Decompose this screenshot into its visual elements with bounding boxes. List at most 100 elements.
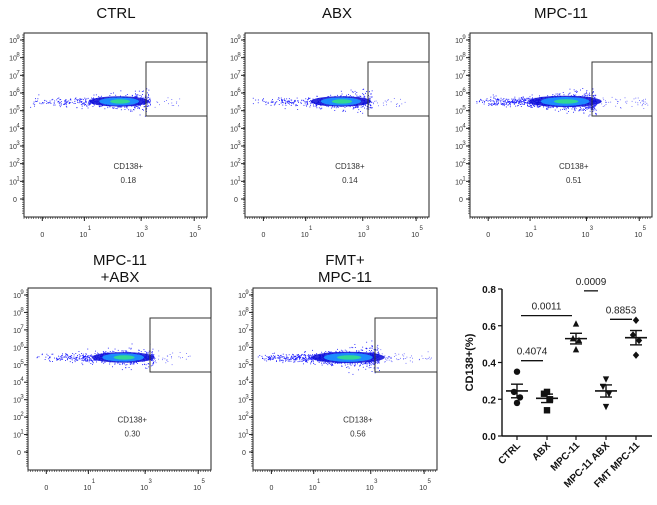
event-dot: [362, 366, 364, 368]
event-dot: [385, 358, 387, 360]
event-dot: [521, 103, 523, 105]
event-dot: [70, 357, 72, 359]
y-tick-exponent: 5: [16, 106, 20, 112]
event-dot: [48, 102, 50, 104]
event-dot: [312, 354, 314, 356]
event-dot: [281, 359, 283, 361]
event-dot: [373, 367, 375, 369]
y-tick-label: 10: [238, 415, 246, 422]
event-dot: [90, 103, 91, 105]
event-dot: [483, 103, 485, 105]
event-dot: [267, 357, 269, 359]
y-tick-exponent: 3: [462, 141, 466, 147]
event-dot: [103, 352, 105, 354]
event-dot: [124, 363, 125, 365]
y-tick-label: 10: [230, 73, 238, 80]
y-tick-label: 10: [230, 144, 238, 151]
event-dot: [74, 98, 76, 99]
event-dot: [152, 348, 154, 350]
event-dot: [60, 358, 62, 360]
event-dot: [82, 364, 84, 366]
x-tick-label: 0: [486, 232, 490, 239]
event-dot: [257, 356, 259, 358]
event-dot: [505, 102, 507, 104]
event-dot: [631, 106, 633, 107]
event-dot: [558, 110, 560, 112]
event-dot: [264, 354, 266, 356]
event-dot: [356, 92, 358, 93]
event-dot: [547, 95, 549, 97]
event-dot: [92, 361, 93, 363]
x-tick-label: 10: [83, 485, 91, 492]
event-dot: [85, 100, 87, 102]
event-dot: [307, 355, 309, 357]
event-dot: [33, 101, 35, 103]
event-dot: [304, 101, 306, 103]
event-dot: [503, 104, 505, 106]
significance-bracket: 0.8853: [606, 305, 637, 320]
event-dot: [114, 348, 116, 350]
event-dot: [521, 97, 523, 98]
event-dot: [532, 103, 533, 105]
event-dot: [144, 97, 146, 99]
event-dot: [147, 103, 149, 104]
event-dot: [539, 105, 541, 107]
event-dot: [290, 357, 292, 359]
event-dot: [569, 92, 571, 94]
event-dot: [148, 105, 150, 107]
event-dot: [291, 357, 293, 359]
event-dot: [371, 350, 372, 351]
event-dot: [90, 363, 92, 364]
event-dot: [362, 106, 363, 108]
event-dot: [129, 362, 131, 364]
event-dot: [298, 356, 299, 357]
event-dot: [134, 90, 136, 92]
event-dot: [58, 357, 60, 359]
event-dot: [396, 104, 397, 105]
event-dot: [377, 102, 378, 104]
event-dot: [186, 353, 187, 354]
y-tick-label: 10: [455, 109, 463, 116]
y-tick-label: 10: [230, 91, 238, 98]
event-dot: [578, 110, 580, 112]
event-dot: [518, 101, 520, 103]
event-dot: [162, 357, 164, 359]
event-dot: [500, 97, 502, 99]
event-dot: [349, 347, 351, 349]
event-dot: [357, 96, 359, 98]
event-dot: [500, 103, 502, 105]
event-dot: [369, 362, 371, 364]
event-dot: [560, 109, 561, 111]
y-tick-exponent: 5: [20, 360, 24, 366]
event-dot: [62, 356, 64, 358]
event-dot: [80, 358, 82, 360]
event-dot: [302, 360, 304, 362]
event-dot: [95, 350, 96, 352]
event-dot: [275, 357, 276, 359]
event-dot: [131, 105, 133, 107]
event-dot: [305, 360, 307, 361]
event-dot: [90, 359, 92, 361]
event-dot: [520, 97, 522, 99]
event-dot: [49, 356, 51, 358]
event-dot: [372, 363, 374, 365]
event-dot: [388, 356, 390, 357]
y-tick-exponent: 9: [237, 35, 241, 41]
event-dot: [592, 106, 594, 107]
event-dot: [337, 348, 338, 350]
event-dot: [326, 105, 328, 107]
event-dot: [159, 104, 160, 106]
event-dot: [272, 358, 274, 360]
event-dot: [518, 102, 520, 104]
event-dot: [533, 105, 535, 107]
event-dot: [321, 351, 323, 353]
event-dot: [617, 101, 619, 103]
event-dot: [529, 105, 531, 107]
event-dot: [122, 362, 124, 364]
event-dot: [595, 113, 597, 115]
event-dot: [363, 94, 365, 95]
event-dot: [49, 100, 51, 102]
event-dot: [589, 95, 591, 96]
event-dot: [296, 358, 298, 360]
